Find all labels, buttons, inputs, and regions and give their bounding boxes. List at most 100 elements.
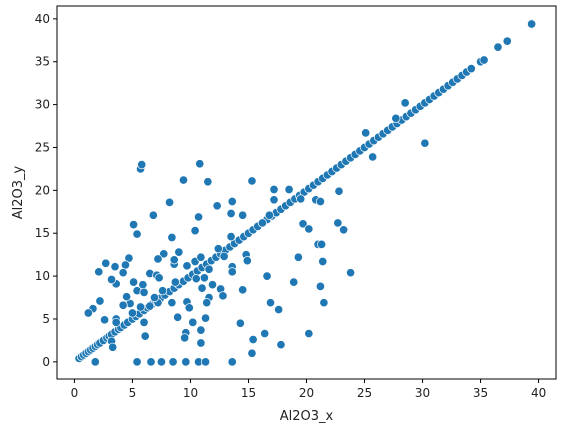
scatter-point xyxy=(148,210,158,220)
scatter-point xyxy=(204,264,214,274)
scatter-point xyxy=(202,298,212,308)
scatter-point xyxy=(227,357,237,367)
scatter-point xyxy=(170,277,180,287)
scatter-point xyxy=(298,219,308,229)
scatter-point xyxy=(269,184,279,195)
scatter-point xyxy=(304,329,314,339)
scatter-point xyxy=(238,285,248,295)
scatter-point xyxy=(200,313,211,323)
scatter-point xyxy=(218,291,228,301)
scatter-point xyxy=(190,226,200,236)
scatter-point xyxy=(304,224,314,234)
scatter-point xyxy=(226,208,236,219)
x-tick-label: 15 xyxy=(241,386,256,400)
scatter-point xyxy=(132,357,142,367)
scatter-point xyxy=(149,292,160,303)
scatter-point xyxy=(182,261,192,271)
scatter-point xyxy=(289,277,299,287)
scatter-point xyxy=(191,274,201,284)
scatter-point xyxy=(264,210,274,220)
scatter-point xyxy=(196,338,206,348)
y-tick-label: 0 xyxy=(42,355,50,369)
x-tick-label: 20 xyxy=(299,386,314,400)
scatter-point xyxy=(90,357,100,367)
scatter-point xyxy=(247,348,257,358)
scatter-point xyxy=(158,286,168,296)
scatter-point xyxy=(269,195,279,205)
scatter-point xyxy=(493,42,503,52)
x-tick-label: 30 xyxy=(415,386,430,400)
scatter-point xyxy=(159,249,169,259)
scatter-point xyxy=(173,312,183,322)
scatter-point xyxy=(139,287,149,297)
scatter-point xyxy=(154,273,164,283)
scatter-point xyxy=(168,357,178,367)
scatter-point xyxy=(184,303,194,313)
scatter-point xyxy=(145,301,155,311)
scatter-point xyxy=(466,64,476,74)
scatter-point xyxy=(110,262,120,272)
scatter-point xyxy=(219,251,229,261)
scatter-point xyxy=(101,258,111,268)
x-tick-label: 25 xyxy=(357,386,372,400)
scatter-point xyxy=(333,218,343,228)
scatter-point xyxy=(146,357,156,367)
scatter-point xyxy=(315,281,325,291)
scatter-point xyxy=(196,325,206,335)
scatter-point xyxy=(167,298,177,308)
scatter-point xyxy=(120,260,131,270)
scatter-point xyxy=(106,274,117,285)
scatter-point xyxy=(361,128,371,138)
scatter-point xyxy=(203,177,213,187)
scatter-point xyxy=(178,175,189,185)
y-tick-label: 10 xyxy=(35,269,50,283)
scatter-point xyxy=(284,184,294,195)
scatter-point xyxy=(188,317,198,327)
scatter-point xyxy=(195,159,205,169)
y-tick-label: 20 xyxy=(35,183,50,197)
scatter-point xyxy=(248,335,258,345)
scatter-point xyxy=(196,252,206,262)
scatter-point xyxy=(197,283,207,293)
y-tick-label: 35 xyxy=(35,55,50,69)
scatter-point xyxy=(180,333,190,343)
scatter-point xyxy=(127,308,137,318)
scatter-point xyxy=(94,267,104,277)
scatter-point xyxy=(165,197,175,207)
scatter-point xyxy=(199,273,209,283)
scatter-point xyxy=(247,176,257,186)
y-tick-label: 40 xyxy=(35,12,50,26)
y-axis-label: Al2O3_y xyxy=(11,165,26,219)
y-tick-label: 30 xyxy=(35,98,50,112)
scatter-point xyxy=(212,201,222,211)
scatter-point xyxy=(339,225,349,235)
scatter-point xyxy=(257,218,267,228)
y-axis: 0 5 10 15 20 25 30 35 40 xyxy=(35,12,57,369)
scatter-point xyxy=(296,194,306,204)
y-tick-label: 25 xyxy=(35,140,50,154)
scatter-point xyxy=(129,220,139,230)
scatter-point xyxy=(83,308,93,318)
scatter-point xyxy=(346,268,356,278)
points-layer xyxy=(74,19,537,367)
scatter-point xyxy=(207,280,218,290)
x-tick-label: 5 xyxy=(129,386,137,400)
scatter-point xyxy=(129,277,139,287)
x-tick-label: 40 xyxy=(531,386,546,400)
x-tick-label: 10 xyxy=(183,386,198,400)
scatter-point xyxy=(318,256,328,267)
scatter-point xyxy=(238,210,248,220)
scatter-point xyxy=(260,329,270,339)
scatter-point xyxy=(200,357,211,367)
scatter-point xyxy=(136,302,146,312)
scatter-point xyxy=(334,186,344,196)
scatter-point xyxy=(226,232,236,242)
scatter-point xyxy=(132,229,142,239)
scatter-point xyxy=(167,232,177,243)
scatter-point xyxy=(262,271,272,281)
y-tick-label: 5 xyxy=(42,312,50,326)
scatter-point xyxy=(111,317,121,327)
scatter-point xyxy=(95,296,105,306)
scatter-point xyxy=(118,268,128,278)
